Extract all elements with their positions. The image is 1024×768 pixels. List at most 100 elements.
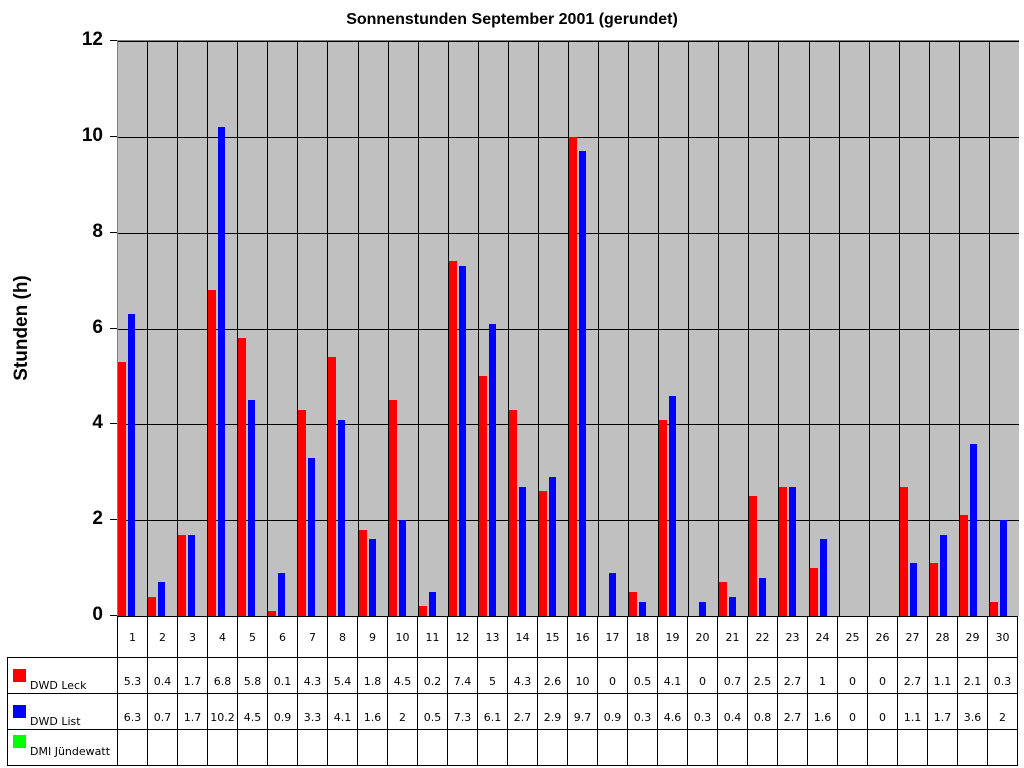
category-label: 25 bbox=[837, 616, 868, 658]
gridline-vertical bbox=[207, 41, 209, 616]
table-cell: 2.1 bbox=[957, 657, 988, 694]
category-label: 8 bbox=[327, 616, 358, 658]
table-cell: 2.7 bbox=[507, 693, 538, 730]
bar-dwd-list-day-16 bbox=[579, 151, 586, 616]
bar-dwd-leck-day-18 bbox=[629, 592, 638, 616]
category-label: 10 bbox=[387, 616, 418, 658]
gridline-vertical bbox=[868, 41, 870, 616]
gridline-vertical bbox=[838, 41, 840, 616]
gridline-vertical bbox=[267, 41, 269, 616]
bar-dwd-list-day-14 bbox=[518, 486, 526, 616]
table-cell: 2.7 bbox=[897, 657, 928, 694]
y-tick-label: 12 bbox=[81, 29, 103, 50]
category-label: 20 bbox=[687, 616, 718, 658]
table-cell: 4.5 bbox=[387, 657, 418, 694]
table-cell: 2 bbox=[387, 693, 418, 730]
table-cell: 0.8 bbox=[747, 693, 778, 730]
gridline-vertical bbox=[507, 41, 509, 616]
bar-dwd-list-day-8 bbox=[338, 419, 346, 616]
gridline-vertical bbox=[537, 41, 539, 616]
table-cell: 0 bbox=[867, 657, 898, 694]
table-cell: 0.9 bbox=[267, 693, 298, 730]
y-tick bbox=[110, 327, 117, 329]
bar-dwd-leck-day-21 bbox=[719, 582, 728, 616]
gridline-vertical bbox=[958, 41, 960, 616]
table-cell bbox=[537, 729, 568, 766]
table-cell: 0.5 bbox=[627, 657, 658, 694]
category-label: 15 bbox=[537, 616, 568, 658]
table-cell: 1 bbox=[807, 657, 838, 694]
gridline-vertical bbox=[928, 41, 930, 616]
chart-title: Sonnenstunden September 2001 (gerundet) bbox=[346, 11, 678, 28]
table-cell bbox=[897, 729, 928, 766]
bar-dwd-list-day-3 bbox=[188, 534, 196, 616]
bar-dwd-list-day-23 bbox=[789, 486, 797, 616]
category-label: 5 bbox=[237, 616, 268, 658]
table-cell: 4.3 bbox=[297, 657, 328, 694]
category-label: 13 bbox=[477, 616, 508, 658]
table-cell: 1.7 bbox=[927, 693, 958, 730]
bar-dwd-leck-day-4 bbox=[208, 290, 217, 616]
table-cell bbox=[327, 729, 358, 766]
table-cell: 0 bbox=[837, 693, 868, 730]
legend-entry: DWD List bbox=[7, 693, 118, 730]
y-tick-label: 10 bbox=[81, 124, 103, 146]
table-row: DWD Leck 5.3 0.4 1.7 6.8 5.8 0.1 4.3 5.4 1.8 4.5 0.… bbox=[7, 657, 1018, 694]
table-cell: 6.1 bbox=[477, 693, 508, 730]
table-cell: 0.5 bbox=[417, 693, 448, 730]
bar-dwd-leck-day-6 bbox=[268, 611, 277, 616]
table-cell: 1.6 bbox=[807, 693, 838, 730]
bar-dwd-leck-day-22 bbox=[749, 496, 758, 616]
bar-dwd-list-day-17 bbox=[609, 572, 617, 616]
table-cell: 4.5 bbox=[237, 693, 268, 730]
legend-label: DMI Jündewatt bbox=[30, 744, 111, 758]
gridline-vertical bbox=[177, 41, 179, 616]
gridline-vertical bbox=[688, 41, 690, 616]
gridline-vertical bbox=[988, 41, 990, 616]
bar-dwd-leck-day-27 bbox=[899, 486, 908, 616]
gridline-vertical bbox=[237, 41, 239, 616]
bar-dwd-leck-day-24 bbox=[809, 568, 818, 616]
table-cell: 0.3 bbox=[627, 693, 658, 730]
table-cell: 1.1 bbox=[897, 693, 928, 730]
legend-swatch-icon bbox=[13, 734, 26, 748]
table-cell: 7.4 bbox=[447, 657, 478, 694]
table-cell: 7.3 bbox=[447, 693, 478, 730]
table-cell: 0.9 bbox=[597, 693, 628, 730]
category-label: 7 bbox=[297, 616, 328, 658]
y-tick-label: 2 bbox=[92, 508, 103, 530]
bar-dwd-list-day-21 bbox=[729, 596, 737, 616]
bar-dwd-list-day-30 bbox=[999, 520, 1007, 616]
table-cell bbox=[957, 729, 988, 766]
table-cell bbox=[627, 729, 658, 766]
table-cell: 0 bbox=[837, 657, 868, 694]
data-table: 1 2 3 4 5 6 7 8 9 10 11 12 13 14 15 16 17 18 19 20 21 22 23 24 2… bbox=[7, 616, 1018, 766]
table-cell: 4.6 bbox=[657, 693, 688, 730]
bar-dwd-leck-day-12 bbox=[448, 261, 457, 616]
table-cell: 0 bbox=[867, 693, 898, 730]
y-tick bbox=[110, 231, 117, 233]
gridline-vertical bbox=[718, 41, 720, 616]
table-cell bbox=[987, 729, 1018, 766]
plot-area bbox=[117, 40, 1019, 616]
table-cell bbox=[747, 729, 778, 766]
table-cell: 4.3 bbox=[507, 657, 538, 694]
bar-dwd-leck-day-5 bbox=[238, 338, 247, 616]
table-cell: 1.8 bbox=[357, 657, 388, 694]
table-cell: 0 bbox=[687, 657, 718, 694]
legend-entry: DWD Leck bbox=[7, 657, 118, 694]
table-cell bbox=[657, 729, 688, 766]
table-cell: 0 bbox=[597, 657, 628, 694]
bar-dwd-leck-day-1 bbox=[118, 362, 126, 616]
table-cell bbox=[357, 729, 388, 766]
legend-swatch-icon bbox=[13, 668, 26, 682]
bar-dwd-list-day-9 bbox=[368, 539, 376, 616]
bar-dwd-leck-day-9 bbox=[358, 529, 367, 616]
table-cell: 2 bbox=[987, 693, 1018, 730]
legend-label: DWD Leck bbox=[30, 678, 87, 692]
y-tick bbox=[110, 615, 117, 616]
table-cell bbox=[597, 729, 628, 766]
bar-dwd-list-day-7 bbox=[308, 457, 316, 616]
bar-dwd-leck-day-7 bbox=[298, 409, 307, 616]
bar-dwd-list-day-27 bbox=[909, 563, 917, 616]
